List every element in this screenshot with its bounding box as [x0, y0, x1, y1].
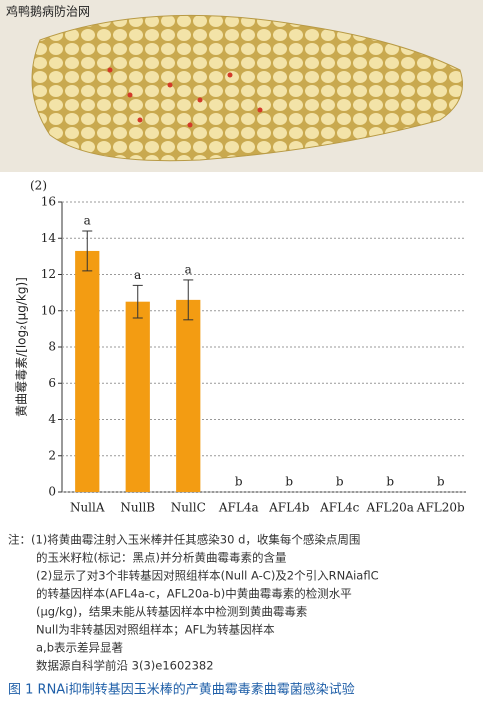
- infection-marks: [107, 67, 263, 128]
- significance-label: b: [336, 475, 344, 489]
- significance-label: b: [437, 475, 445, 489]
- y-tick-label: 8: [48, 340, 56, 354]
- watermark: 鸡鸭鹅病防治网: [6, 4, 90, 19]
- y-axis-label: 黄曲霉毒素/[log₂(μg/kg)]: [15, 277, 29, 417]
- note-line: Null为非转基因对照组样本；AFL为转基因样本: [36, 623, 275, 637]
- significance-label: b: [386, 475, 394, 489]
- x-tick-label: AFL4c: [319, 501, 360, 515]
- significance-label: b: [235, 475, 243, 489]
- y-tick-label: 6: [48, 376, 56, 390]
- note-line: (2)显示了对3个非转基因对照组样本(Null A-C)及2个引入RNAiafl…: [36, 569, 379, 583]
- significance-label: a: [84, 214, 91, 228]
- x-tick-label: AFL20a: [366, 501, 414, 515]
- corn-cob: [31, 14, 463, 162]
- note-line: a,b表示差异显著: [36, 641, 123, 655]
- bar: [75, 250, 100, 492]
- x-tick-label: NullB: [120, 501, 155, 515]
- bar: [125, 301, 150, 492]
- caption: 图 1 RNAi抑制转基因玉米棒的产黄曲霉毒素曲霉菌感染试验: [8, 682, 355, 698]
- panel-label: (2): [30, 179, 47, 193]
- x-tick-label: AFL4a: [218, 501, 259, 515]
- note-line: 的转基因样本(AFL4a-c，AFL20a-b)中黄曲霉毒素的检测水平: [36, 587, 352, 601]
- x-tick-label: NullC: [171, 501, 206, 515]
- significance-label: b: [285, 475, 293, 489]
- note-line: 的玉米籽粒(标记：黑点)并分析黄曲霉毒素的含量: [36, 551, 286, 565]
- note-line: 数据源自科学前沿 3(3)e1602382: [36, 659, 214, 673]
- x-tick-label: NullA: [70, 501, 105, 515]
- y-tick-label: 2: [48, 448, 56, 462]
- y-tick-label: 14: [41, 231, 57, 245]
- x-tick-label: AFL20b: [416, 501, 465, 515]
- bar: [176, 299, 201, 492]
- y-tick-label: 10: [41, 303, 56, 317]
- y-tick-label: 16: [41, 195, 56, 209]
- y-tick-label: 4: [48, 412, 56, 426]
- significance-label: a: [134, 268, 141, 282]
- note-line: (μg/kg)，结果未能从转基因样本中检测到黄曲霉毒素: [36, 605, 307, 619]
- x-tick-label: AFL4b: [268, 501, 310, 515]
- note-line: 注：(1)将黄曲霉注射入玉米棒并任其感染30 d，收集每个感染点周围: [8, 533, 360, 547]
- y-tick-label: 12: [41, 267, 56, 281]
- significance-label: a: [185, 262, 192, 276]
- y-tick-label: 0: [48, 485, 56, 499]
